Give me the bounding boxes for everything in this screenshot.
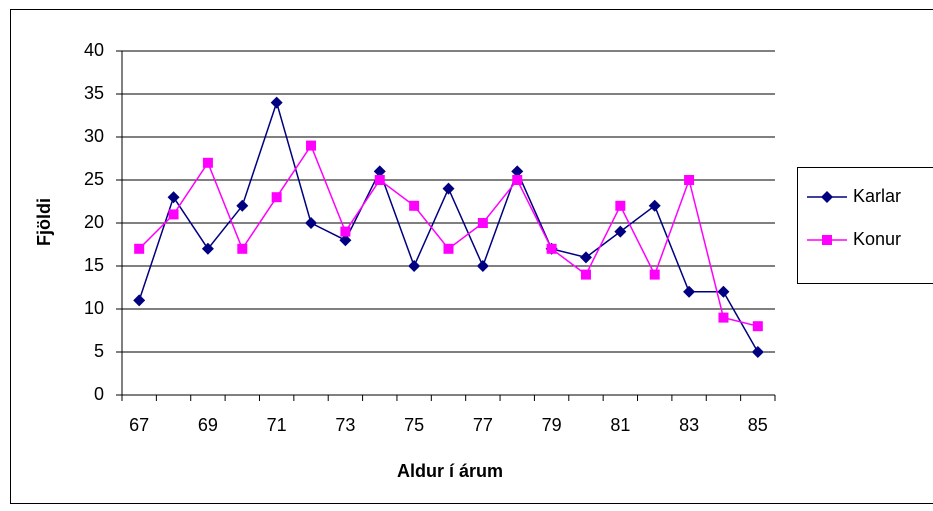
marker [546,243,557,254]
x-tick-label: 85 [748,415,768,435]
y-tick-label: 15 [84,255,104,275]
marker [511,165,524,178]
y-tick-label: 5 [94,341,104,361]
legend-box [797,167,933,284]
marker [270,96,283,109]
marker [409,200,420,211]
y-tick-label: 25 [84,169,104,189]
marker [684,175,695,185]
legend-label: Konur [853,229,901,249]
x-tick-label: 71 [267,415,287,435]
x-tick-label: 75 [404,415,424,435]
y-tick-label: 40 [84,40,104,60]
marker [648,199,661,212]
marker [339,234,352,247]
marker [443,243,454,254]
legend-label: Karlar [853,186,901,206]
marker [340,226,351,237]
marker [306,140,317,151]
x-tick-label: 77 [473,415,493,435]
legend-marker [822,235,832,245]
marker [373,165,386,178]
marker [133,294,146,307]
marker [649,269,660,280]
marker [580,269,591,280]
marker [408,260,421,272]
marker [614,225,627,238]
marker [752,321,763,332]
x-tick-label: 73 [335,415,355,435]
x-tick-label: 81 [610,415,630,435]
marker [167,191,180,204]
y-axis-title: Fjöldi [34,198,54,246]
x-tick-label: 79 [542,415,562,435]
marker [476,260,489,272]
y-tick-label: 0 [94,384,104,404]
marker [134,243,145,254]
y-tick-label: 35 [84,83,104,103]
x-tick-label: 67 [129,415,149,435]
x-tick-label: 83 [679,415,699,435]
marker [683,285,696,298]
x-axis-title: Aldur í árum [397,461,503,481]
marker [201,242,214,255]
marker [271,192,282,203]
marker [374,175,385,185]
marker [305,217,318,229]
marker [751,346,764,358]
marker [718,312,729,323]
y-tick-label: 30 [84,126,104,146]
x-tick-label: 69 [198,415,218,435]
chart-border [10,9,933,504]
marker [512,175,523,185]
marker [202,157,213,168]
marker [717,285,730,298]
marker [477,218,488,228]
y-tick-label: 20 [84,212,104,232]
marker [236,199,249,212]
marker [237,243,248,254]
marker [579,251,592,264]
marker [442,182,455,195]
y-tick-label: 10 [84,298,104,318]
marker [168,209,179,220]
legend-marker [821,191,833,203]
marker [615,200,626,211]
